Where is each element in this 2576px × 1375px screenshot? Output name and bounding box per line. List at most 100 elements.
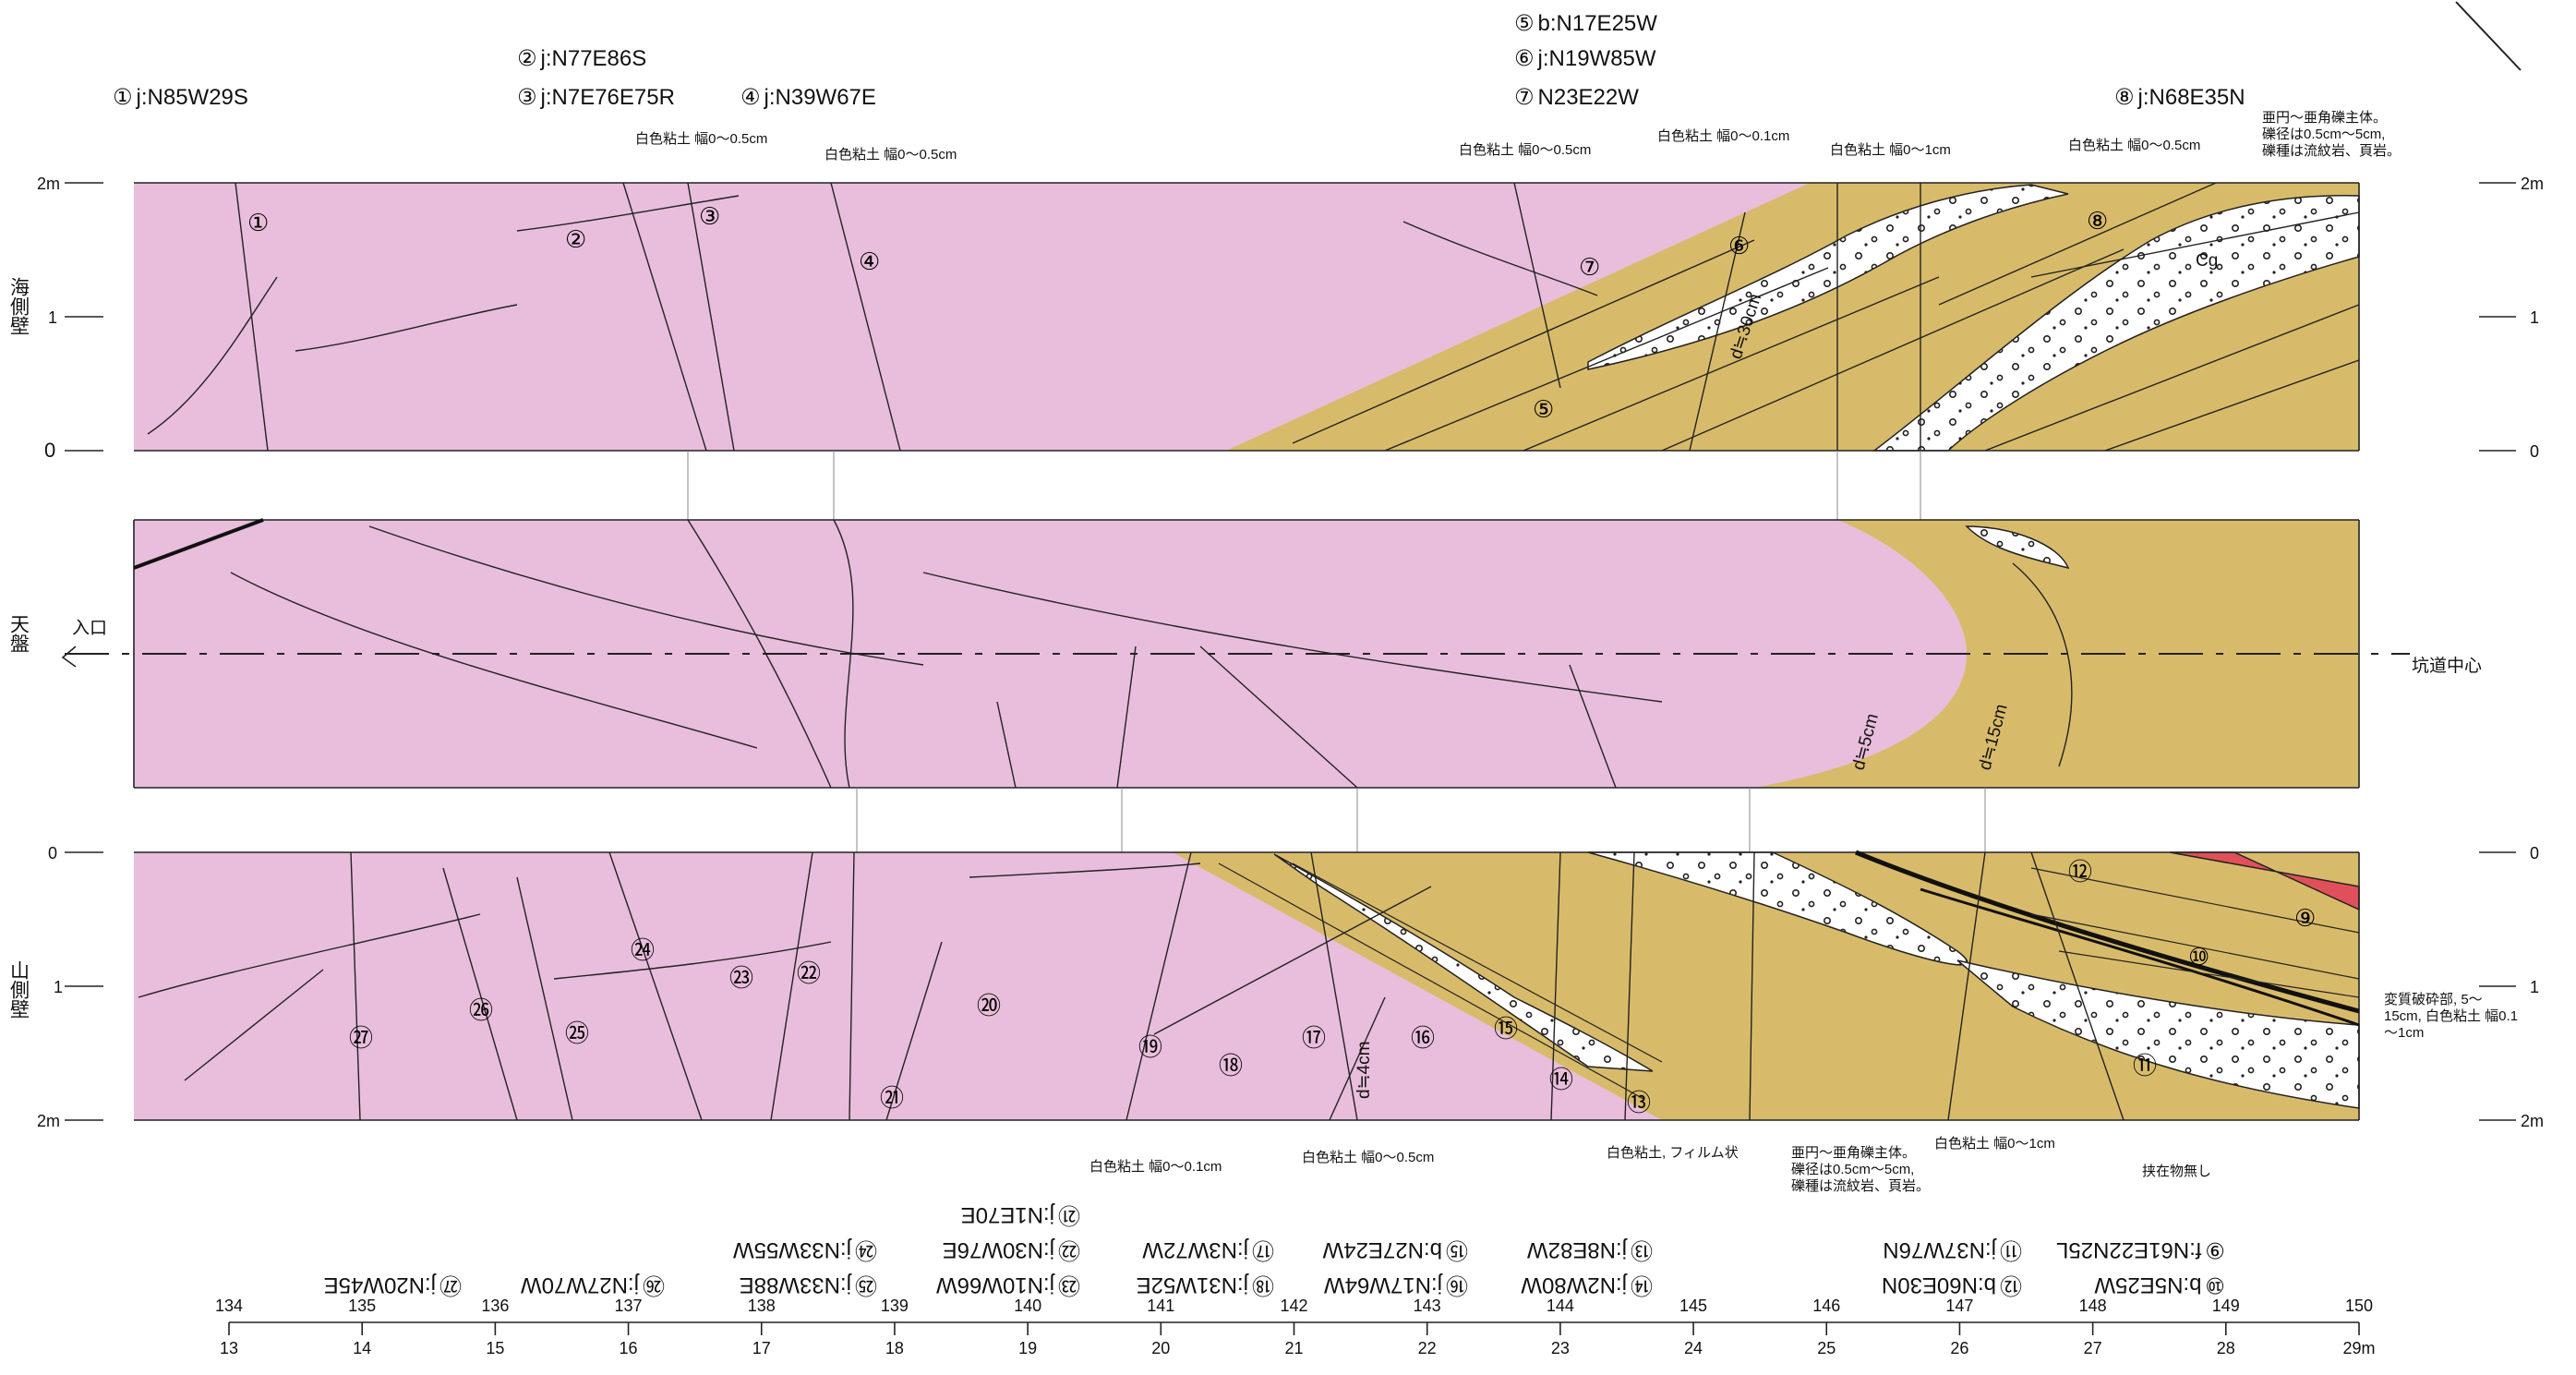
svg-text:⑮b:N27E24W: ⑮b:N27E24W xyxy=(1322,1237,1468,1262)
svg-text:0: 0 xyxy=(48,844,57,862)
joint-label-3: ③ j:N7E76E75R xyxy=(517,85,675,110)
mountain-wall-joints xyxy=(138,851,2125,1121)
scale-label-upper: 140 xyxy=(1014,1297,1041,1315)
entrance-arrow-icon xyxy=(61,645,77,668)
scale-label-lower: 26 xyxy=(1950,1339,1968,1357)
sea-wall-gravel-lens-a xyxy=(1587,184,2069,370)
svg-text:2m: 2m xyxy=(37,1112,60,1130)
svg-text:㉕: ㉕ xyxy=(565,1019,589,1047)
scale-label-lower: 28 xyxy=(2217,1339,2235,1357)
mountain-gravel-b xyxy=(1587,851,1968,966)
svg-text:白色粘土 幅0～0.1cm: 白色粘土 幅0～0.1cm xyxy=(1089,1159,1222,1175)
gap-connectors-top xyxy=(687,451,1921,520)
scale-label-lower: 17 xyxy=(752,1339,771,1357)
svg-text:挟在物無し: 挟在物無し xyxy=(2142,1164,2211,1179)
svg-text:㉑j:N1E70E: ㉑j:N1E70E xyxy=(961,1202,1080,1227)
sea-wall-panel xyxy=(134,182,2360,452)
scale-label-lower: 20 xyxy=(1151,1339,1170,1357)
scale-label-lower: 21 xyxy=(1284,1339,1303,1357)
svg-text:亜円～亜角礫主体。: 亜円～亜角礫主体。 xyxy=(2262,110,2387,126)
svg-text:1: 1 xyxy=(2530,308,2539,327)
svg-text:白色粘土 幅0～1cm: 白色粘土 幅0～1cm xyxy=(1934,1136,2055,1152)
mountain-bedding xyxy=(1218,862,2360,1100)
side-tick-labels: 2m 1 0 0 1 2m 2m 1 0 0 1 2m xyxy=(37,175,2544,1130)
svg-text:白色粘土 幅0～0.5cm: 白色粘土 幅0～0.5cm xyxy=(2068,138,2200,153)
svg-text:⑰: ⑰ xyxy=(1302,1024,1326,1052)
svg-text:2m: 2m xyxy=(2521,1112,2544,1130)
svg-text:㉑: ㉑ xyxy=(880,1084,904,1112)
svg-text:③: ③ xyxy=(699,202,720,230)
centerline-label: 坑道中心 xyxy=(2412,656,2482,676)
svg-text:②: ② xyxy=(565,225,586,253)
ceiling-gravel xyxy=(1965,525,2070,570)
scale-label-lower: 27 xyxy=(2084,1339,2102,1357)
svg-text:⑫b:N60E30N: ⑫b:N60E30N xyxy=(1882,1272,2022,1297)
svg-text:㉒: ㉒ xyxy=(797,959,821,987)
bedding-label-5: ⑤ b:N17E25W xyxy=(1514,11,1657,36)
svg-text:⑪: ⑪ xyxy=(2133,1052,2157,1079)
scale-label-upper: 135 xyxy=(348,1297,376,1315)
svg-text:礫種は流紋岩、頁岩。: 礫種は流紋岩、頁岩。 xyxy=(1791,1178,1930,1194)
svg-text:変質破砕部, 5～: 変質破砕部, 5～ xyxy=(2384,991,2483,1007)
joint-label-2: ② j:N77E86S xyxy=(517,46,646,71)
joint-label-4: ④ j:N39W67E xyxy=(740,85,876,110)
fault-line-thick xyxy=(1855,850,2360,1014)
scale-label-upper: 149 xyxy=(2212,1297,2240,1315)
svg-text:㉒j:N30W76E: ㉒j:N30W76E xyxy=(943,1237,1080,1262)
scale-label-lower: 23 xyxy=(1551,1339,1570,1357)
svg-text:⑧: ⑧ xyxy=(2087,207,2108,235)
svg-text:㉗: ㉗ xyxy=(349,1024,373,1052)
svg-text:0: 0 xyxy=(44,439,55,462)
svg-text:白色粘土 幅0～0.5cm: 白色粘土 幅0～0.5cm xyxy=(1459,142,1591,158)
svg-text:④: ④ xyxy=(859,247,880,275)
svg-text:㉔: ㉔ xyxy=(631,936,655,964)
ceiling-joints xyxy=(230,519,2073,789)
ceiling-panel xyxy=(65,518,2410,789)
svg-text:～1cm: ～1cm xyxy=(2384,1025,2424,1041)
svg-text:㉔j:N33W55W: ㉔j:N33W55W xyxy=(733,1237,877,1262)
svg-text:2m: 2m xyxy=(2521,175,2544,193)
svg-text:⑬j:N8E82W: ⑬j:N8E82W xyxy=(1527,1237,1653,1262)
distance-scale: 134 13 135 14 136 15 137 16 138 17 139 18 140 19 141 20… xyxy=(215,1297,2376,1357)
svg-text:①: ① xyxy=(247,209,269,236)
scale-label-lower: 15 xyxy=(486,1339,504,1357)
svg-text:礫種は流紋岩、頁岩。: 礫種は流紋岩、頁岩。 xyxy=(2262,143,2401,159)
gap-connectors-bottom xyxy=(856,788,1986,852)
svg-text:㉖j:N27W70W: ㉖j:N27W70W xyxy=(521,1272,665,1297)
svg-text:㉓: ㉓ xyxy=(729,964,753,992)
scale-label-lower: 24 xyxy=(1684,1339,1703,1357)
svg-text:白色粘土 幅0～0.5cm: 白色粘土 幅0～0.5cm xyxy=(635,131,767,147)
svg-text:⑪j:N37W76N: ⑪j:N37W76N xyxy=(1883,1237,2022,1262)
scale-label-upper: 145 xyxy=(1679,1297,1707,1315)
mountain-wall-panel xyxy=(134,850,2360,1121)
svg-text:白色粘土 幅0～0.5cm: 白色粘土 幅0～0.5cm xyxy=(1302,1150,1434,1165)
panel-title-mountain-wall: 山側壁 xyxy=(8,960,30,1019)
scale-label-lower: 13 xyxy=(220,1339,238,1357)
svg-text:⑫: ⑫ xyxy=(2068,858,2092,886)
svg-text:Cg: Cg xyxy=(2196,251,2218,271)
scale-label-upper: 144 xyxy=(1547,1297,1574,1315)
svg-text:⑥: ⑥ xyxy=(1728,232,1750,259)
scale-label-upper: 143 xyxy=(1414,1297,1441,1315)
svg-text:白色粘土, フィルム状: 白色粘土, フィルム状 xyxy=(1607,1145,1739,1161)
panel-title-ceiling: 天盤 xyxy=(8,614,30,653)
scale-label-lower: 19 xyxy=(1018,1339,1037,1357)
svg-text:⑭j:N2W80W: ⑭j:N2W80W xyxy=(1521,1272,1653,1297)
scale-label-lower: 25 xyxy=(1817,1339,1836,1357)
svg-text:⑯: ⑯ xyxy=(1411,1024,1435,1052)
mountain-gravel-a xyxy=(1273,853,1654,1072)
scale-label-upper: 148 xyxy=(2079,1297,2107,1315)
scale-label-upper: 147 xyxy=(1945,1297,1973,1315)
scale-label-lower: 18 xyxy=(885,1339,904,1357)
svg-text:⑱: ⑱ xyxy=(1219,1052,1243,1079)
panel-titles: 海側壁 天盤 山側壁 xyxy=(8,277,30,1019)
svg-text:⑯j:N17W64W: ⑯j:N17W64W xyxy=(1324,1272,1468,1297)
scale-label-upper: 146 xyxy=(1812,1297,1840,1315)
svg-text:㉗j:N20W45E: ㉗j:N20W45E xyxy=(324,1272,462,1297)
svg-text:⑩: ⑩ xyxy=(2188,943,2209,971)
scale-label-upper: 139 xyxy=(881,1297,909,1315)
svg-text:15cm, 白色粘土 幅0.1: 15cm, 白色粘土 幅0.1 xyxy=(2384,1008,2518,1024)
scale-label-lower: 29m xyxy=(2342,1339,2375,1357)
scale-label-upper: 142 xyxy=(1280,1297,1307,1315)
